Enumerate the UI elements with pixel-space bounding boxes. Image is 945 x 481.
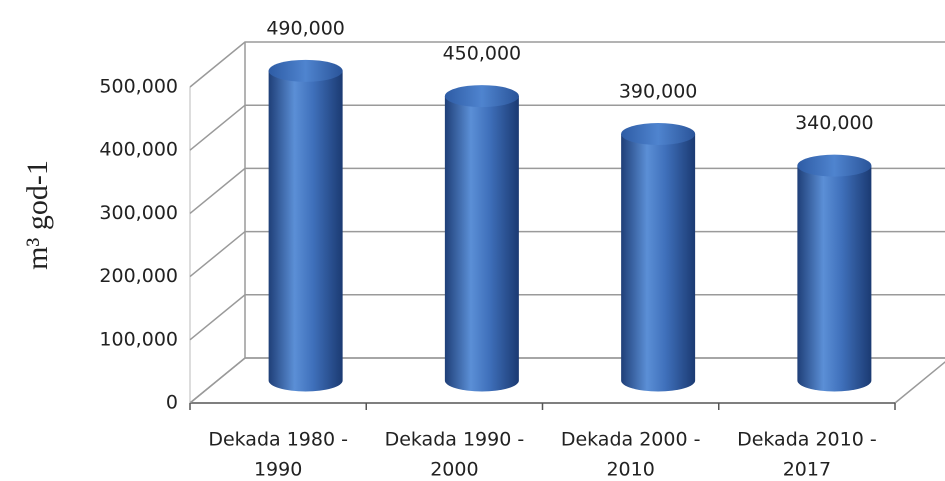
grid-line [189, 104, 945, 151]
y-axis-label: m³ god-1 [21, 160, 54, 270]
bar [268, 59, 343, 392]
value-label: 390,000 [619, 81, 698, 103]
grid-line [189, 357, 945, 404]
y-tick-label: 300,000 [99, 202, 178, 224]
grid-line [189, 294, 945, 341]
x-tick-label: Dekada 1980 - [208, 429, 348, 451]
bar [621, 123, 696, 392]
x-tick-label: 2017 [783, 459, 831, 481]
bar-top [268, 59, 343, 82]
bar [444, 85, 519, 392]
y-tick-label: 0 [166, 392, 178, 414]
value-label: 340,000 [795, 112, 874, 134]
x-tick-label: 1990 [254, 459, 302, 481]
bar-body [444, 96, 519, 392]
x-tick-label: Dekada 1990 - [385, 429, 525, 451]
y-tick-label: 100,000 [99, 328, 178, 350]
bar-body [621, 134, 696, 392]
grid-line [189, 167, 945, 214]
x-tick-label: Dekada 2000 - [561, 429, 701, 451]
bar-top [797, 154, 872, 177]
x-tick-label: 2000 [430, 459, 478, 481]
value-label: 450,000 [443, 43, 522, 65]
value-label: 490,000 [266, 17, 345, 39]
y-tick-label: 500,000 [99, 76, 178, 98]
bar-body [797, 165, 872, 392]
x-tick-label: 2010 [606, 459, 654, 481]
bar [797, 154, 872, 392]
bar-body [268, 70, 343, 392]
bar-top [444, 85, 519, 108]
grid-line [189, 41, 945, 88]
y-tick-label: 400,000 [99, 139, 178, 161]
x-tick-label: Dekada 2010 - [737, 429, 877, 451]
y-tick-label: 200,000 [99, 265, 178, 287]
grid-line [189, 230, 945, 278]
bar-top [621, 123, 696, 146]
